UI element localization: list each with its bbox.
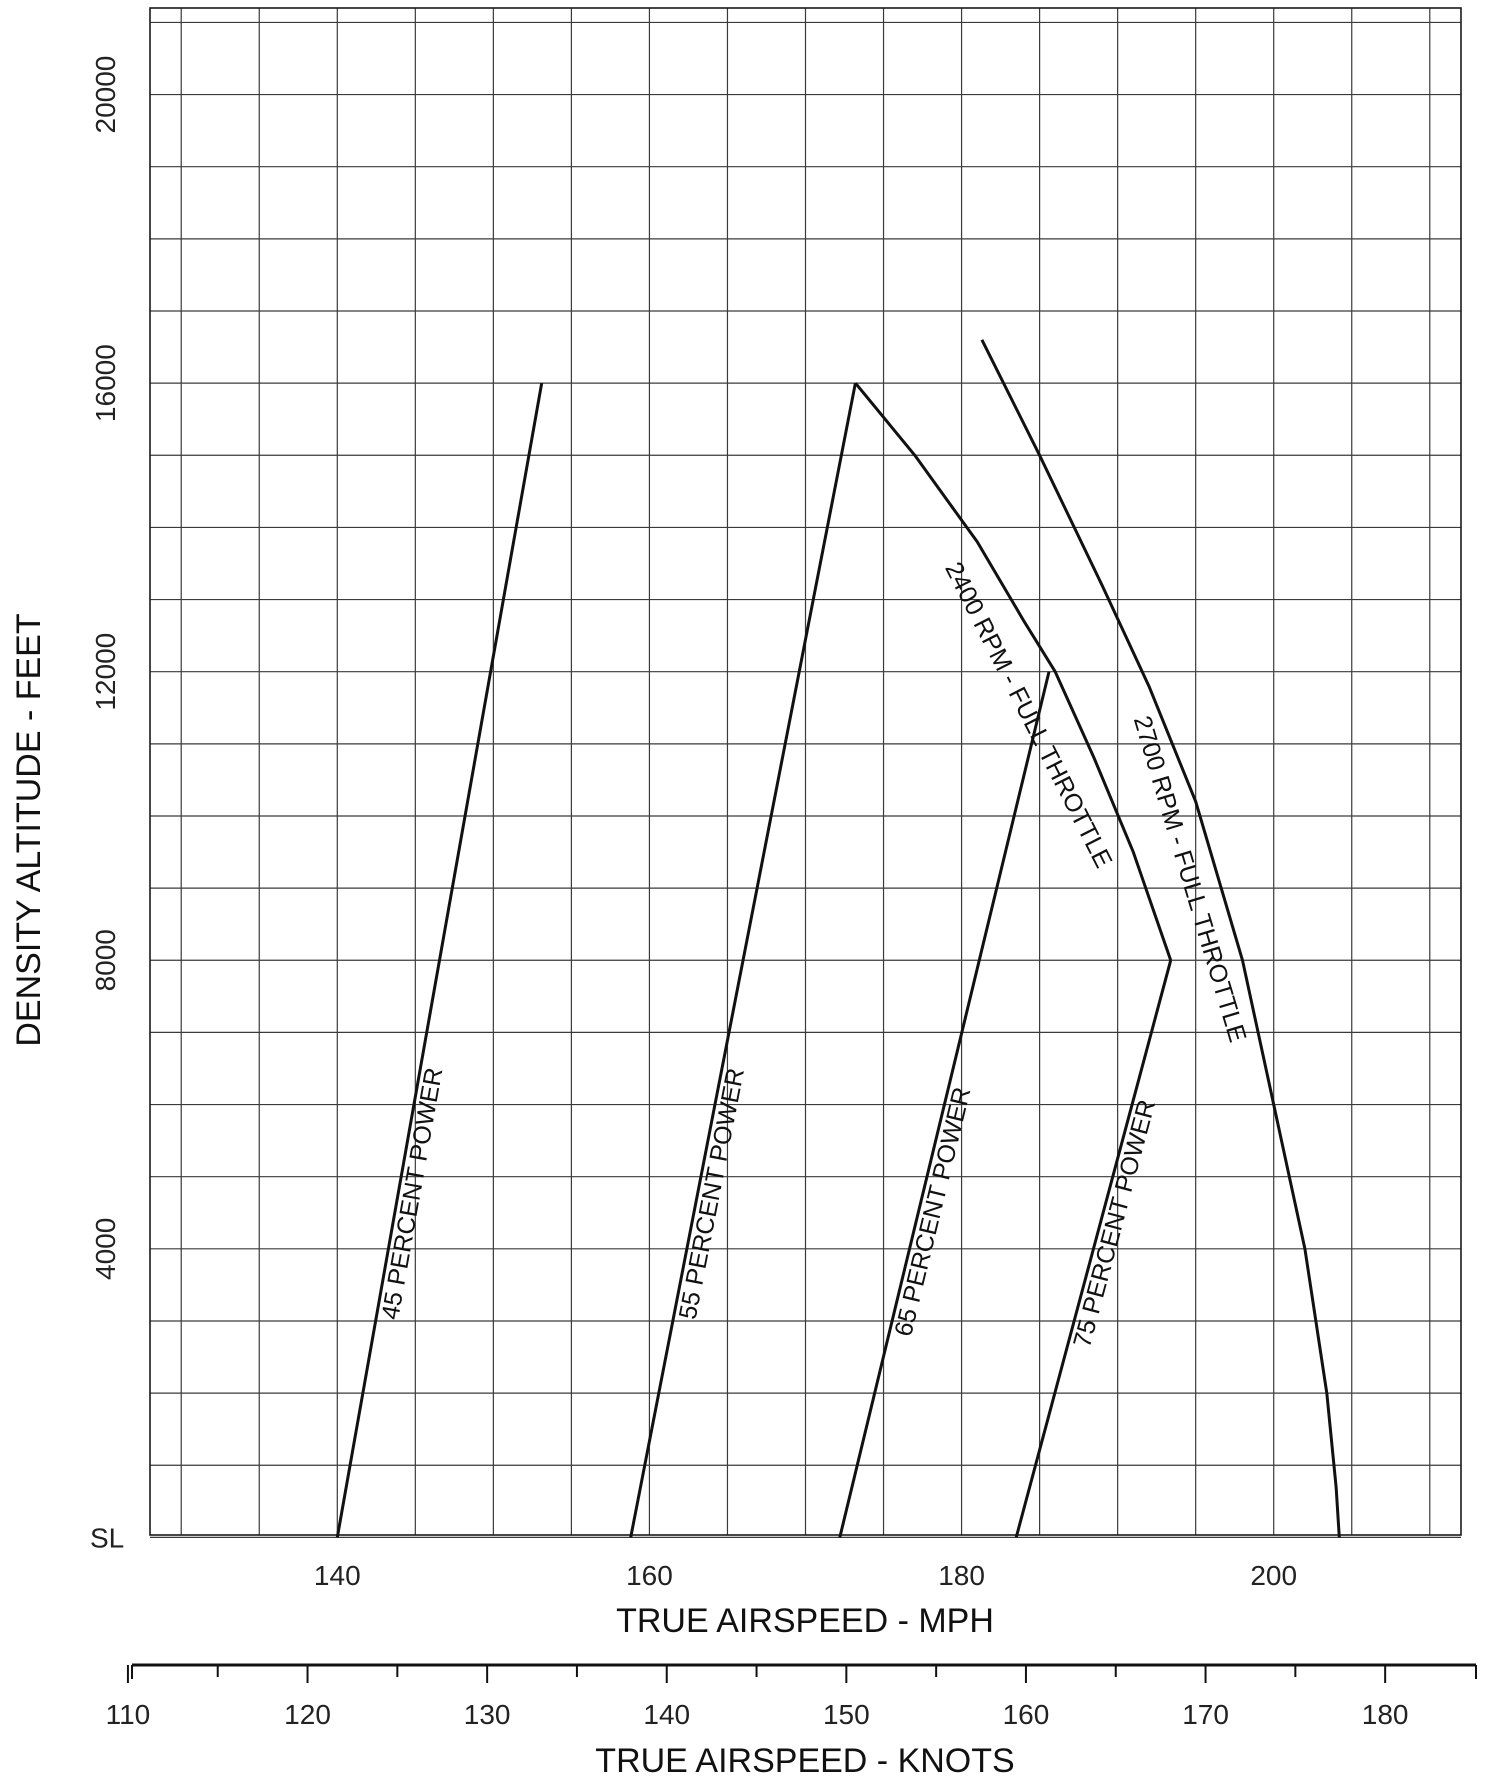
knots-tick-label: 150: [823, 1699, 870, 1730]
y-tick-label: SL: [90, 1522, 124, 1553]
series-label-2400: 2400 RPM - FULL THROTTLE: [939, 558, 1117, 873]
knots-tick-label: 140: [643, 1699, 690, 1730]
plot-frame: [149, 7, 1462, 1536]
series-line: [335, 382, 544, 1538]
series-line: [1014, 959, 1173, 1538]
y-axis-title: DENSITY ALTITUDE - FEET: [10, 613, 48, 1046]
x-tick-label: 140: [314, 1560, 361, 1591]
y-tick-label: 12000: [90, 633, 121, 711]
x-axis-title: TRUE AIRSPEED - MPH: [616, 1602, 994, 1640]
knots-tick-label: 130: [464, 1699, 511, 1730]
x-tick-label: 200: [1250, 1560, 1297, 1591]
y-tick-label: 8000: [90, 929, 121, 991]
y-tick-label: 4000: [90, 1218, 121, 1280]
x-tick-label: 180: [938, 1560, 985, 1591]
series-line: [854, 382, 1173, 961]
knots-tick-label: 160: [1003, 1699, 1050, 1730]
knots-tick-label: 180: [1362, 1699, 1409, 1730]
series-line: [629, 382, 857, 1538]
series-label-75: 75 PERCENT POWER: [1068, 1097, 1161, 1351]
series-label-65: 65 PERCENT POWER: [889, 1084, 976, 1339]
curves: [335, 339, 1341, 1538]
knots-tick-label: 120: [284, 1699, 331, 1730]
series-label-2700: 2700 RPM - FULL THROTTLE: [1128, 713, 1252, 1046]
y-tick-label: 16000: [90, 344, 121, 422]
series-line: [838, 671, 1051, 1538]
knots-axis-title: TRUE AIRSPEED - KNOTS: [595, 1742, 1014, 1780]
grid: [149, 7, 1462, 1538]
x-tick-label: 160: [626, 1560, 673, 1591]
knots-tick-label: 170: [1182, 1699, 1229, 1730]
knots-tick-label: 110: [106, 1699, 151, 1730]
series-line: [980, 339, 1341, 1538]
y-tick-label: 20000: [90, 56, 121, 134]
labels: SL 4000 8000 12000 16000 20000 DENSITY ALTITUD…: [10, 56, 1477, 1780]
